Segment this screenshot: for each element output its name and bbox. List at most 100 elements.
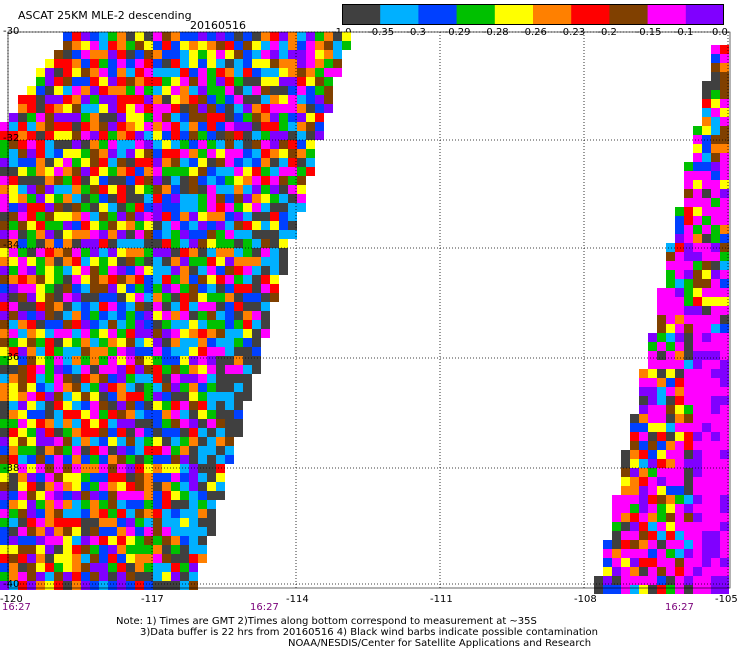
colorbar-segment bbox=[571, 4, 610, 24]
swath-cell bbox=[72, 158, 81, 167]
swath-cell bbox=[711, 153, 720, 162]
swath-cell bbox=[180, 176, 189, 185]
swath-cell bbox=[36, 131, 45, 140]
swath-cell bbox=[153, 86, 162, 95]
swath-cell bbox=[72, 554, 81, 563]
swath-cell bbox=[9, 419, 18, 428]
swath-cell bbox=[99, 257, 108, 266]
swath-cell bbox=[252, 347, 261, 356]
swath-cell bbox=[684, 396, 693, 405]
swath-cell bbox=[99, 365, 108, 374]
swath-cell bbox=[90, 86, 99, 95]
swath-cell bbox=[207, 491, 216, 500]
swath-cell bbox=[702, 315, 711, 324]
swath-cell bbox=[9, 275, 18, 284]
swath-cell bbox=[207, 293, 216, 302]
swath-cell bbox=[198, 338, 207, 347]
swath-cell bbox=[36, 194, 45, 203]
swath-cell bbox=[207, 86, 216, 95]
swath-cell bbox=[639, 441, 648, 450]
swath-cell bbox=[72, 59, 81, 68]
swath-cell bbox=[63, 212, 72, 221]
swath-cell bbox=[45, 149, 54, 158]
swath-cell bbox=[162, 257, 171, 266]
swath-cell bbox=[18, 545, 27, 554]
colorbar-tick-label: -0.1 bbox=[673, 27, 694, 38]
swath-cell bbox=[279, 203, 288, 212]
swath-cell bbox=[54, 140, 63, 149]
swath-cell bbox=[675, 261, 684, 270]
swath-cell bbox=[675, 459, 684, 468]
swath-cell bbox=[18, 212, 27, 221]
swath-cell bbox=[720, 63, 729, 72]
swath-cell bbox=[36, 113, 45, 122]
swath-cell bbox=[297, 113, 306, 122]
swath-cell bbox=[36, 563, 45, 572]
swath-cell bbox=[711, 315, 720, 324]
swath-cell bbox=[648, 333, 657, 342]
swath-cell bbox=[207, 455, 216, 464]
swath-cell bbox=[225, 95, 234, 104]
swath-cell bbox=[126, 158, 135, 167]
swath-cell bbox=[117, 32, 126, 41]
swath-cell bbox=[198, 347, 207, 356]
swath-cell bbox=[225, 248, 234, 257]
swath-cell bbox=[288, 32, 297, 41]
swath-cell bbox=[270, 113, 279, 122]
swath-cell bbox=[180, 419, 189, 428]
note-line-3: NOAA/NESDIS/Center for Satellite Applica… bbox=[288, 638, 592, 649]
swath-cell bbox=[108, 104, 117, 113]
swath-cell bbox=[135, 239, 144, 248]
swath-cell bbox=[0, 428, 9, 437]
swath-cell bbox=[216, 311, 225, 320]
swath-cell bbox=[162, 518, 171, 527]
swath-cell bbox=[234, 194, 243, 203]
swath-cell bbox=[171, 203, 180, 212]
swath-cell bbox=[675, 252, 684, 261]
swath-cell bbox=[243, 176, 252, 185]
swath-cell bbox=[27, 581, 36, 590]
swath-cell bbox=[684, 270, 693, 279]
swath-cell bbox=[45, 122, 54, 131]
swath-cell bbox=[171, 419, 180, 428]
swath-cell bbox=[90, 509, 99, 518]
swath-cell bbox=[81, 77, 90, 86]
swath-cell bbox=[684, 513, 693, 522]
swath-cell bbox=[135, 41, 144, 50]
swath-cell bbox=[63, 473, 72, 482]
swath-cell bbox=[270, 95, 279, 104]
swath-cell bbox=[45, 500, 54, 509]
swath-cell bbox=[693, 459, 702, 468]
swath-cell bbox=[657, 477, 666, 486]
swath-cell bbox=[153, 266, 162, 275]
swath-cell bbox=[81, 86, 90, 95]
swath-cell bbox=[36, 347, 45, 356]
swath-cell bbox=[252, 230, 261, 239]
swath-cell bbox=[297, 50, 306, 59]
swath-cell bbox=[702, 153, 711, 162]
swath-cell bbox=[9, 248, 18, 257]
swath-cell bbox=[117, 140, 126, 149]
swath-cell bbox=[198, 176, 207, 185]
swath-cell bbox=[27, 410, 36, 419]
swath-cell bbox=[18, 284, 27, 293]
swath-cell bbox=[27, 275, 36, 284]
swath-cell bbox=[225, 140, 234, 149]
swath-cell bbox=[234, 338, 243, 347]
swath-cell bbox=[702, 279, 711, 288]
swath-cell bbox=[108, 230, 117, 239]
swath-cell bbox=[117, 149, 126, 158]
swath-cell bbox=[666, 558, 675, 567]
swath-cell bbox=[702, 567, 711, 576]
swath-cell bbox=[252, 131, 261, 140]
swath-cell bbox=[720, 414, 729, 423]
swath-cell bbox=[648, 378, 657, 387]
swath-cell bbox=[720, 333, 729, 342]
swath-cell bbox=[63, 131, 72, 140]
swath-cell bbox=[153, 113, 162, 122]
swath-cell bbox=[18, 356, 27, 365]
swath-cell bbox=[117, 392, 126, 401]
swath-cell bbox=[135, 284, 144, 293]
swath-cell bbox=[63, 563, 72, 572]
swath-cell bbox=[171, 509, 180, 518]
